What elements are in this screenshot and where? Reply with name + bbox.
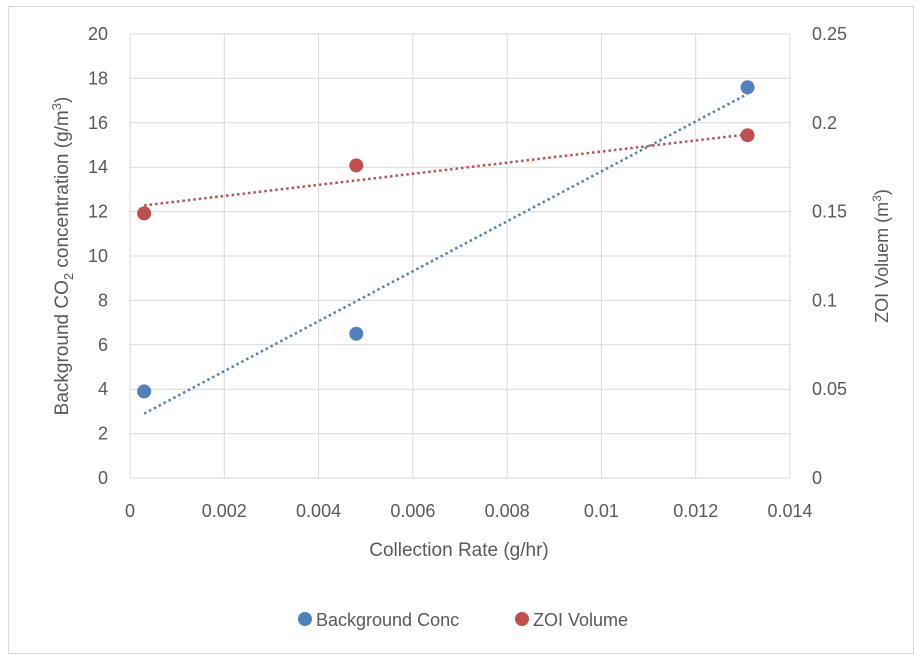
y-right-tick-labels: 0 0.05 0.1 0.15 0.2 0.25 [812,24,847,488]
y-left-tick-label: 2 [98,424,108,444]
legend-label: Background Conc [316,610,459,630]
chart-frame [8,6,914,654]
data-point [349,158,364,173]
data-point [349,326,364,341]
y-left-tick-label: 14 [88,157,108,177]
x-tick-label: 0.002 [202,501,247,521]
data-point [740,80,755,95]
y-left-tick-label: 18 [88,68,108,88]
x-tick-label: 0.008 [485,501,530,521]
y-left-title-text: concentration (g/m [52,110,73,273]
y-left-tick-label: 4 [98,379,108,399]
y-left-title-text: Background CO [52,280,73,415]
y-right-tick-label: 0.25 [812,24,847,44]
y-left-tick-label: 0 [98,468,108,488]
y-left-title-subscript: 2 [61,273,76,280]
y-right-tick-label: 0.15 [812,202,847,222]
x-tick-label: 0 [125,501,135,521]
trendlines [143,92,749,415]
x-tick-labels: 0 0.002 0.004 0.006 0.008 0.01 0.012 0.014 [125,501,813,521]
y-left-tick-label: 16 [88,113,108,133]
y-left-tick-label: 20 [88,24,108,44]
y-left-tick-label: 8 [98,290,108,310]
y-right-title-text: ZOI Voluem (m [872,202,892,323]
y-right-title-text: ) [872,189,892,195]
y-right-tick-label: 0.2 [812,113,837,133]
y-right-tick-label: 0 [812,468,822,488]
data-point [740,128,755,143]
x-tick-label: 0.004 [296,501,341,521]
x-tick-label: 0.01 [584,501,619,521]
x-tick-label: 0.012 [673,501,718,521]
y-left-tick-label: 12 [88,202,108,222]
legend-label: ZOI Volume [533,610,628,630]
y-left-title-text: ) [52,97,73,103]
y-left-tick-label: 6 [98,335,108,355]
y-left-axis-title: Background CO2 concentration (g/m3) [49,97,76,416]
data-point [137,384,152,399]
x-tick-label: 0.006 [390,501,435,521]
y-right-tick-label: 0.05 [812,379,847,399]
trendline [143,133,748,207]
y-left-title-superscript: 3 [49,103,64,110]
gridlines [129,33,791,479]
data-points [137,80,755,399]
y-right-title-superscript: 3 [870,195,884,202]
trendline [143,92,749,415]
legend-marker [298,612,312,626]
y-right-tick-label: 0.1 [812,290,837,310]
x-axis-title: Collection Rate (g/hr) [369,540,549,561]
y-left-tick-labels: 0 2 4 6 8 10 12 14 16 18 20 [88,24,108,488]
y-right-axis-title: ZOI Voluem (m3) [870,189,892,323]
x-tick-label: 0.014 [767,501,812,521]
legend: Background Conc ZOI Volume [298,610,628,630]
legend-marker [515,612,529,626]
y-left-tick-label: 10 [88,246,108,266]
data-point [137,206,152,221]
